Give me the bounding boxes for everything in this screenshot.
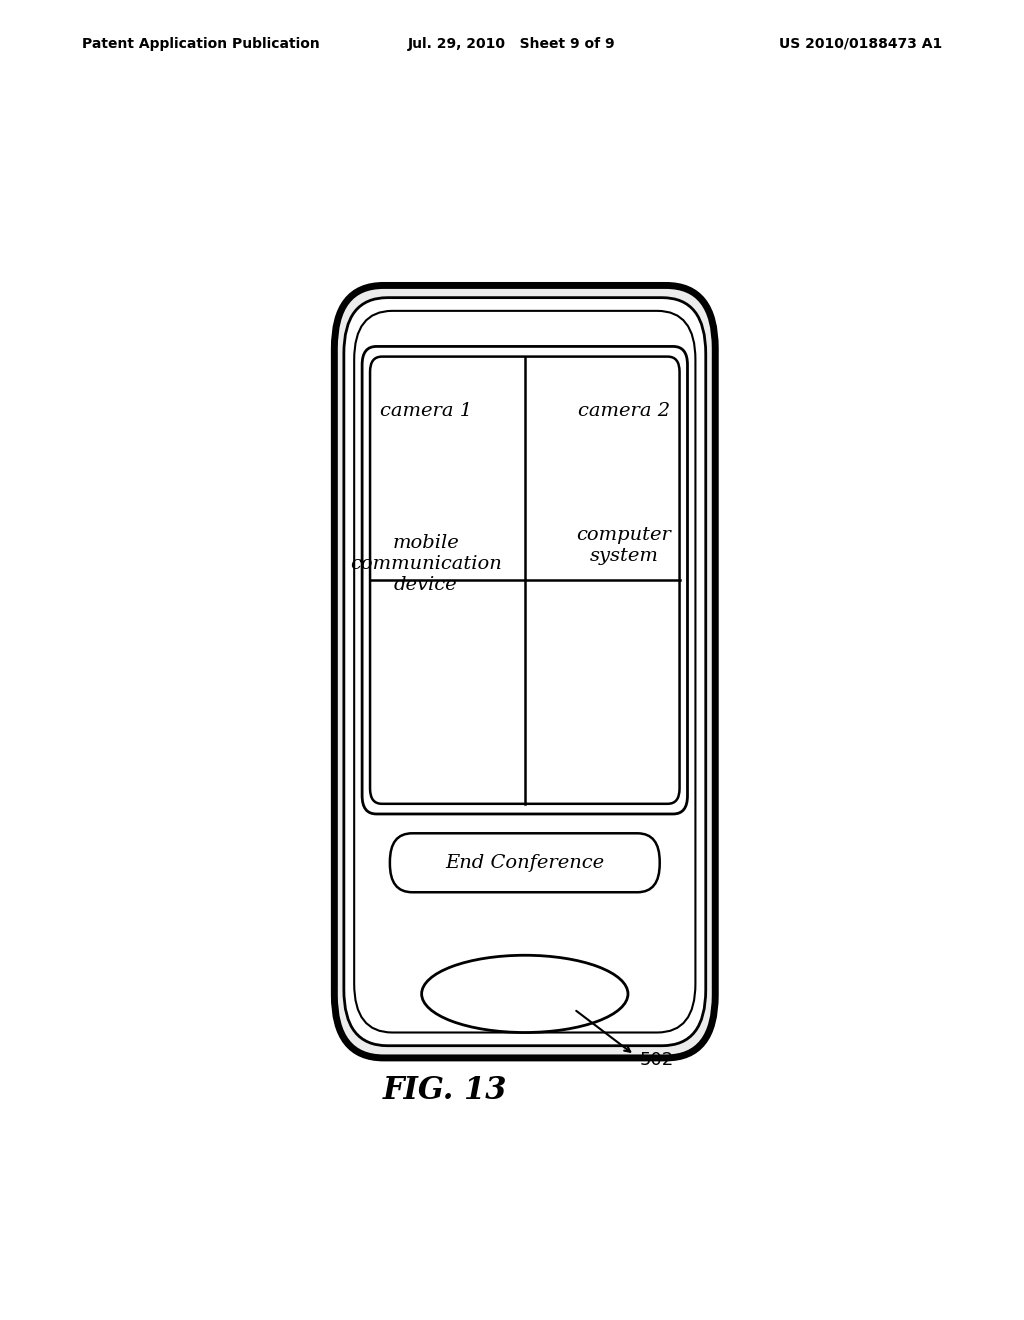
Text: mobile
communication
device: mobile communication device [350,535,502,594]
Text: Patent Application Publication: Patent Application Publication [82,37,319,51]
FancyBboxPatch shape [370,356,680,804]
Text: End Conference: End Conference [445,854,604,871]
FancyBboxPatch shape [362,346,687,814]
Text: computer
system: computer system [577,527,672,565]
FancyBboxPatch shape [334,285,715,1057]
Text: camera 2: camera 2 [578,403,670,420]
FancyBboxPatch shape [390,833,659,892]
FancyBboxPatch shape [354,312,695,1032]
Text: 502: 502 [640,1051,674,1069]
Text: FIG. 13: FIG. 13 [383,1074,508,1106]
Text: camera 1: camera 1 [380,403,472,420]
Text: US 2010/0188473 A1: US 2010/0188473 A1 [779,37,942,51]
FancyBboxPatch shape [344,297,706,1045]
Ellipse shape [422,956,628,1032]
Text: Jul. 29, 2010   Sheet 9 of 9: Jul. 29, 2010 Sheet 9 of 9 [409,37,615,51]
